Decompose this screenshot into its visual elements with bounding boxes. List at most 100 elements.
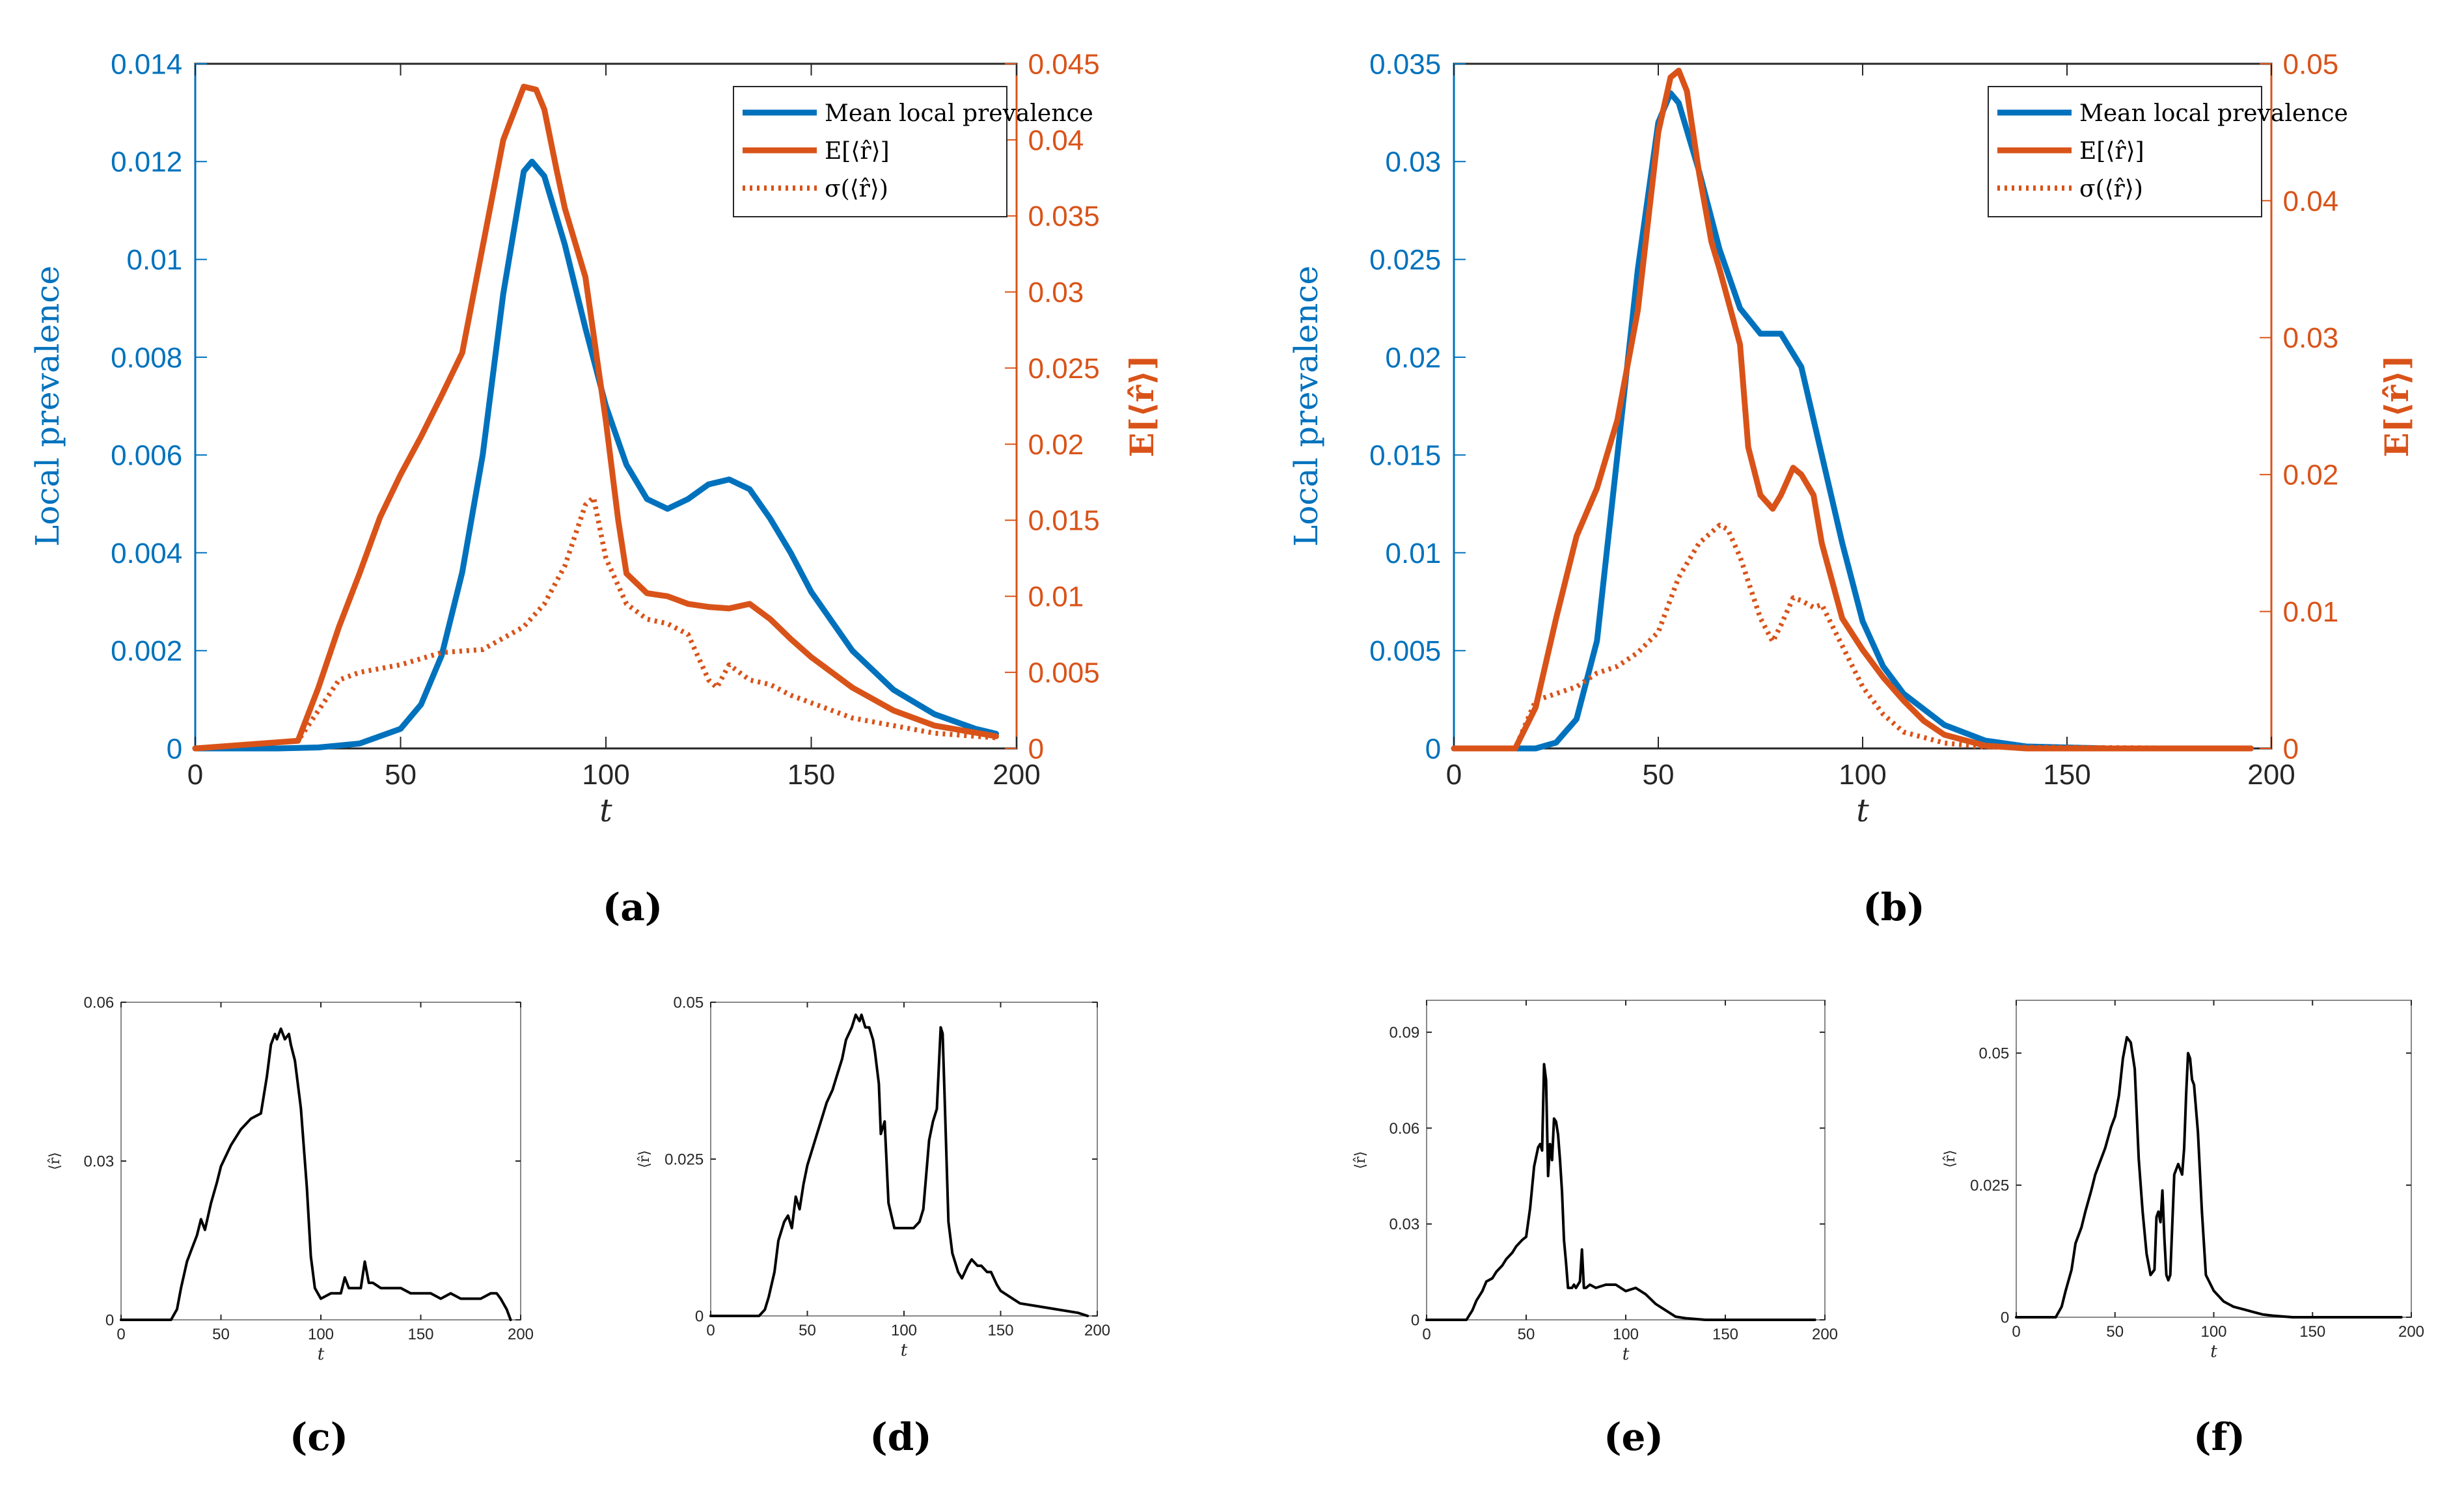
x-axis-label: t	[901, 1340, 908, 1360]
y-tick-label: 0.06	[83, 994, 114, 1011]
y-tick-label: 0.025	[1970, 1177, 2009, 1194]
caption-f: (f)	[2193, 1415, 2245, 1459]
x-tick-label: 100	[1613, 1326, 1639, 1343]
panel-b: 0 50 100 150 20000.0050.010.0150.020.0250.03…	[1287, 48, 2416, 829]
panel-d: 0 50 100 150 200 0 0.025 0.05 t ⟨r̂⟩	[637, 994, 1110, 1360]
y-tick-label: 0.03	[1389, 1216, 1419, 1233]
x-tick-label: 100	[1839, 759, 1886, 791]
y2-tick-label: 0.01	[1028, 581, 1084, 613]
x-tick-label: 100	[891, 1322, 917, 1339]
x-tick-label: 100	[308, 1326, 334, 1343]
legend-label: Mean local prevalence	[825, 100, 1093, 127]
y2-axis-label: E[⟨r̂⟩]	[2377, 355, 2416, 457]
x-axis-label: t	[1856, 793, 1869, 829]
x-tick-label: 0	[1422, 1326, 1430, 1343]
y2-tick-label: 0	[2283, 733, 2299, 765]
x-tick-label: 150	[2043, 759, 2090, 791]
legend-label: σ(⟨r̂⟩)	[2079, 176, 2143, 202]
y-axis-label: Local prevalence	[1287, 266, 1325, 547]
series-line-1	[1451, 68, 2254, 752]
x-tick-label: 150	[2299, 1323, 2325, 1341]
series-line-2	[195, 495, 996, 751]
x-tick-label: 200	[2247, 759, 2295, 791]
legend-label: E[⟨r̂⟩]	[825, 138, 890, 165]
series-line-0	[1425, 1063, 1816, 1321]
y-tick-label: 0.01	[127, 244, 183, 276]
y-tick-label: 0	[2001, 1309, 2009, 1326]
x-tick-label: 0	[706, 1322, 715, 1339]
y2-tick-label: 0	[1028, 733, 1044, 765]
x-tick-label: 200	[508, 1326, 534, 1343]
x-tick-label: 50	[2106, 1323, 2124, 1341]
panel-a: 0 50 100 150 20000.0020.0040.0060.0080.010.0…	[29, 48, 1161, 829]
y-tick-label: 0	[167, 733, 182, 765]
caption-d: (d)	[869, 1415, 931, 1459]
y2-tick-label: 0.02	[1028, 429, 1084, 461]
y-tick-label: 0	[105, 1311, 114, 1329]
y-tick-label: 0.05	[1978, 1045, 2009, 1063]
series-line-0	[1451, 90, 2254, 752]
y-tick-label: 0.004	[111, 538, 182, 569]
y-tick-label: 0.01	[1386, 538, 1442, 569]
y-tick-label: 0	[1411, 1311, 1419, 1329]
y2-tick-label: 0.045	[1028, 48, 1100, 80]
legend-label: σ(⟨r̂⟩)	[825, 176, 888, 202]
x-tick-label: 150	[1712, 1326, 1738, 1343]
y-tick-label: 0.035	[1369, 48, 1441, 80]
y2-tick-label: 0.02	[2283, 459, 2339, 491]
y-tick-label: 0.015	[1369, 440, 1441, 472]
y-axis-label: ⟨r̂⟩	[1352, 1151, 1369, 1170]
y-tick-label: 0.02	[1386, 342, 1442, 374]
y2-axis-label: E[⟨r̂⟩]	[1123, 355, 1161, 457]
y2-tick-label: 0.03	[1028, 277, 1084, 308]
y-tick-label: 0.03	[83, 1153, 114, 1170]
x-tick-label: 200	[2398, 1323, 2424, 1341]
x-axis-label: t	[2210, 1341, 2217, 1361]
panel-c: 0 50 100 150 200 0 0.03 0.06 t ⟨r̂⟩	[47, 994, 534, 1364]
y2-tick-label: 0.035	[1028, 200, 1100, 232]
y-tick-label: 0.014	[111, 48, 182, 80]
x-tick-label: 0	[2012, 1323, 2020, 1341]
legend-label: Mean local prevalence	[2079, 100, 2348, 127]
y-tick-label: 0.05	[673, 994, 704, 1011]
legend-label: E[⟨r̂⟩]	[2079, 138, 2144, 165]
y-tick-label: 0.012	[111, 146, 182, 178]
y2-tick-label: 0.005	[1028, 657, 1100, 689]
x-tick-label: 50	[212, 1326, 230, 1343]
series-line-1	[192, 83, 999, 752]
y-axis-label: ⟨r̂⟩	[1942, 1150, 1958, 1168]
y2-tick-label: 0.03	[2283, 322, 2339, 354]
y2-tick-label: 0.01	[2283, 596, 2339, 628]
y-tick-label: 0.03	[1386, 146, 1442, 178]
panel-f: 0 50 100 150 200 0 0.025 0.05 t ⟨r̂⟩	[1942, 1000, 2424, 1361]
caption-e: (e)	[1604, 1415, 1663, 1459]
x-tick-label: 100	[2200, 1323, 2226, 1341]
x-tick-label: 150	[407, 1326, 433, 1343]
y2-tick-label: 0.05	[2283, 48, 2339, 80]
y-tick-label: 0	[695, 1307, 704, 1325]
y-tick-label: 0.025	[1369, 244, 1441, 276]
y-tick-label: 0.002	[111, 635, 182, 667]
caption-a: (a)	[603, 885, 663, 929]
x-tick-label: 200	[992, 759, 1040, 791]
x-tick-label: 100	[582, 759, 629, 791]
x-tick-label: 50	[1518, 1326, 1535, 1343]
y2-tick-label: 0.025	[1028, 353, 1100, 385]
y-tick-label: 0.006	[111, 440, 182, 472]
y2-tick-label: 0.04	[1028, 124, 1084, 156]
x-tick-label: 50	[385, 759, 417, 791]
y-tick-label: 0.005	[1369, 635, 1441, 667]
y2-tick-label: 0.015	[1028, 505, 1100, 537]
x-tick-label: 50	[1643, 759, 1675, 791]
x-tick-label: 150	[787, 759, 835, 791]
y-axis-label: ⟨r̂⟩	[637, 1150, 653, 1168]
series-line-0	[2015, 1035, 2403, 1319]
y-axis-label: ⟨r̂⟩	[47, 1152, 63, 1170]
y2-tick-label: 0.04	[2283, 185, 2339, 217]
caption-c: (c)	[290, 1415, 348, 1459]
x-tick-label: 200	[1084, 1322, 1110, 1339]
x-tick-label: 200	[1812, 1326, 1838, 1343]
y-tick-label: 0.06	[1389, 1120, 1419, 1138]
y-tick-label: 0.008	[111, 342, 182, 374]
